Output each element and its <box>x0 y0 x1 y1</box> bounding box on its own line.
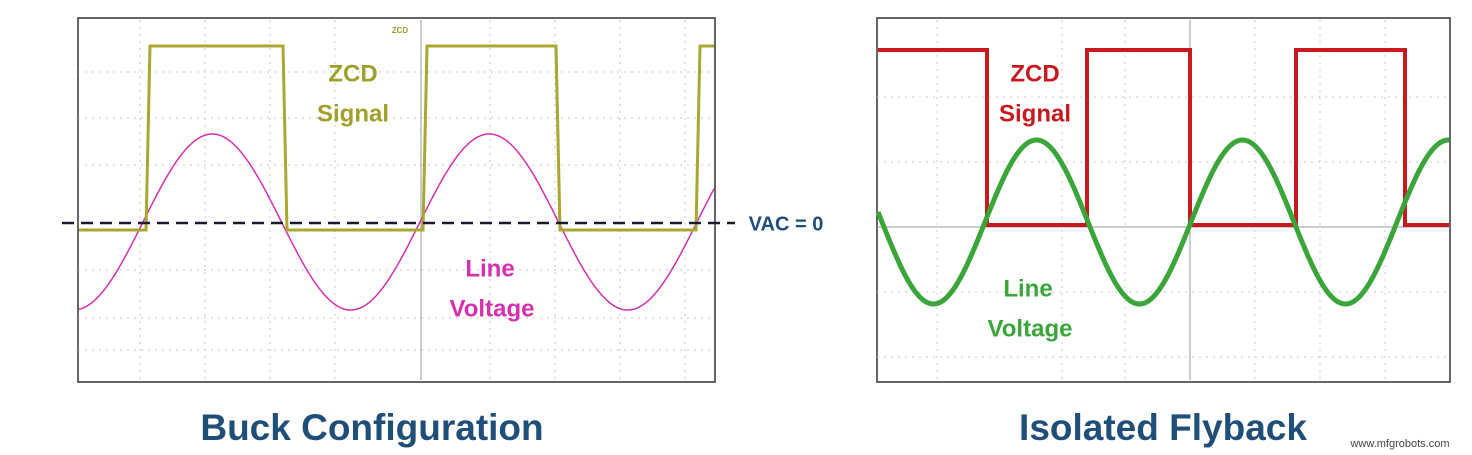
scope-channel-label: ZCD <box>392 26 409 35</box>
line-voltage-trace <box>875 137 1449 307</box>
scope-frame <box>77 17 716 383</box>
zcd-trace <box>878 48 1449 227</box>
line-label: Line <box>465 255 514 282</box>
zero-label: VAC = 0 <box>749 213 824 235</box>
watermark: www.mfgrobots.com <box>1349 438 1449 450</box>
line-label: Voltage <box>450 295 535 322</box>
zcd-trace <box>79 44 714 232</box>
line-label: Voltage <box>988 315 1073 342</box>
flyback-scope <box>875 17 1451 383</box>
zcd-label: Signal <box>317 100 389 127</box>
line-label: Line <box>1003 275 1052 302</box>
panel-title: Buck Configuration <box>200 407 543 448</box>
zcd-label: Signal <box>999 100 1071 127</box>
zcd-label: ZCD <box>328 60 377 87</box>
buck-scope <box>77 17 716 383</box>
scope-frame <box>876 17 1451 383</box>
panel-title: Isolated Flyback <box>1019 407 1307 448</box>
zcd-label: ZCD <box>1010 60 1059 87</box>
line-voltage-trace <box>78 133 715 311</box>
